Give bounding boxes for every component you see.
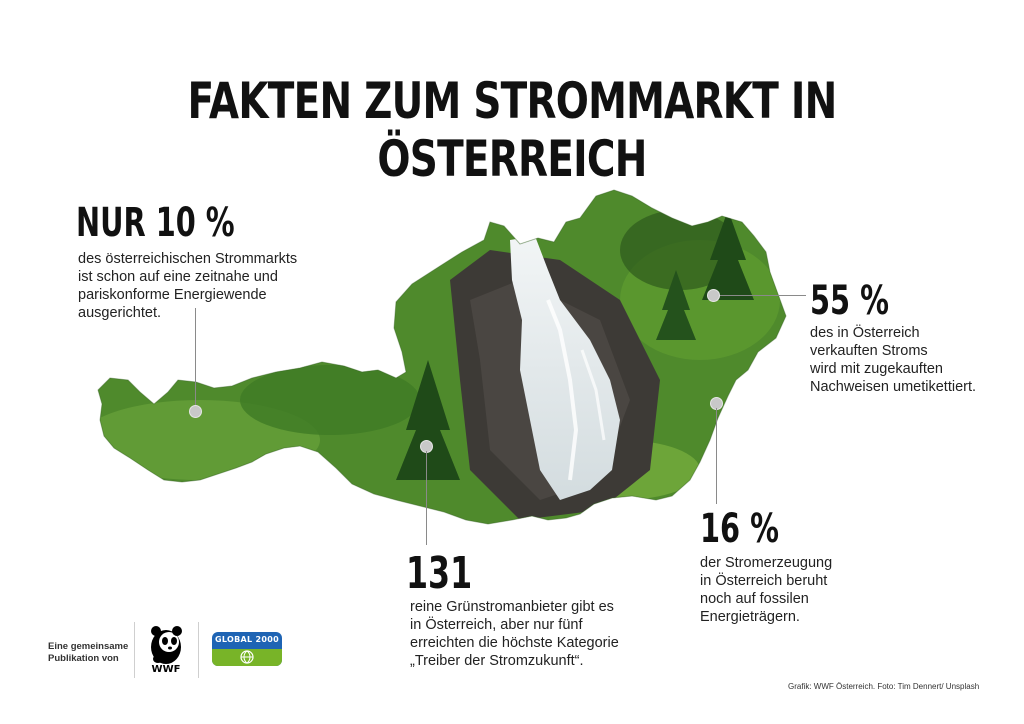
fact-1-stat: NUR 10 % bbox=[76, 200, 235, 246]
global2000-logo: GLOBAL 2000 bbox=[212, 632, 282, 666]
wwf-panda-logo bbox=[151, 626, 182, 664]
fact-2-stat: 55 % bbox=[810, 278, 889, 324]
fact-2-line: wird mit zugekauften bbox=[810, 361, 943, 377]
fact-3-leader-line bbox=[716, 408, 717, 504]
fact-2-line: verkauften Stroms bbox=[810, 343, 928, 359]
fact-3-line: in Österreich beruht bbox=[700, 573, 828, 589]
fact-1-leader-line bbox=[195, 308, 196, 410]
fact-3-line: noch auf fossilen bbox=[700, 591, 809, 607]
fact-1-line: pariskonforme Energiewende bbox=[78, 287, 267, 303]
fact-4-line: „Treiber der Stromzukunft“. bbox=[410, 653, 584, 669]
fact-4-line: reine Grünstromanbieter gibt es bbox=[410, 599, 614, 615]
fact-3-line: Energieträgern. bbox=[700, 609, 800, 625]
fact-4-line: in Österreich, aber nur fünf bbox=[410, 617, 583, 633]
publication-line: Eine gemeinsame bbox=[48, 641, 129, 652]
fact-2-line: des in Österreich bbox=[810, 325, 920, 341]
globe-icon bbox=[240, 650, 254, 664]
fact-1-description: des österreichischen Strommarkts ist sch… bbox=[78, 250, 297, 322]
footer-divider bbox=[198, 622, 199, 678]
footer-divider bbox=[134, 622, 135, 678]
fact-4-stat: 131 bbox=[406, 548, 473, 599]
fact-4-description: reine Grünstromanbieter gibt es in Öster… bbox=[410, 598, 619, 670]
fact-2-description: des in Österreich verkauften Stroms wird… bbox=[810, 324, 976, 396]
photo-credit: Grafik: WWF Österreich. Foto: Tim Denner… bbox=[788, 682, 980, 691]
fact-2-line: Nachweisen umetikettiert. bbox=[810, 379, 977, 395]
fact-3-description: der Stromerzeugung in Österreich beruht … bbox=[700, 554, 832, 626]
publication-line: Publikation von bbox=[48, 653, 119, 664]
fact-2-leader-line bbox=[714, 295, 806, 296]
publication-note: Eine gemeinsame Publikation von bbox=[48, 641, 128, 665]
page-title: FAKTEN ZUM STROMMARKT IN ÖSTERREICH bbox=[187, 72, 838, 188]
fact-2-marker bbox=[707, 289, 720, 302]
fact-4-line: erreichten die höchste Kategorie bbox=[410, 635, 619, 651]
wwf-logo-text: WWF bbox=[151, 664, 181, 675]
global2000-logo-text: GLOBAL 2000 bbox=[215, 635, 279, 644]
fact-1-line: des österreichischen Strommarkts bbox=[78, 251, 298, 267]
global2000-logo-band bbox=[212, 649, 282, 666]
fact-3-stat: 16 % bbox=[700, 506, 779, 552]
fact-1-line: ist schon auf eine zeitnahe und bbox=[78, 269, 278, 285]
fact-3-line: der Stromerzeugung bbox=[700, 555, 833, 571]
fact-1-line: ausgerichtet. bbox=[78, 305, 162, 321]
fact-1-marker bbox=[189, 405, 202, 418]
fact-4-leader-line bbox=[426, 451, 427, 545]
